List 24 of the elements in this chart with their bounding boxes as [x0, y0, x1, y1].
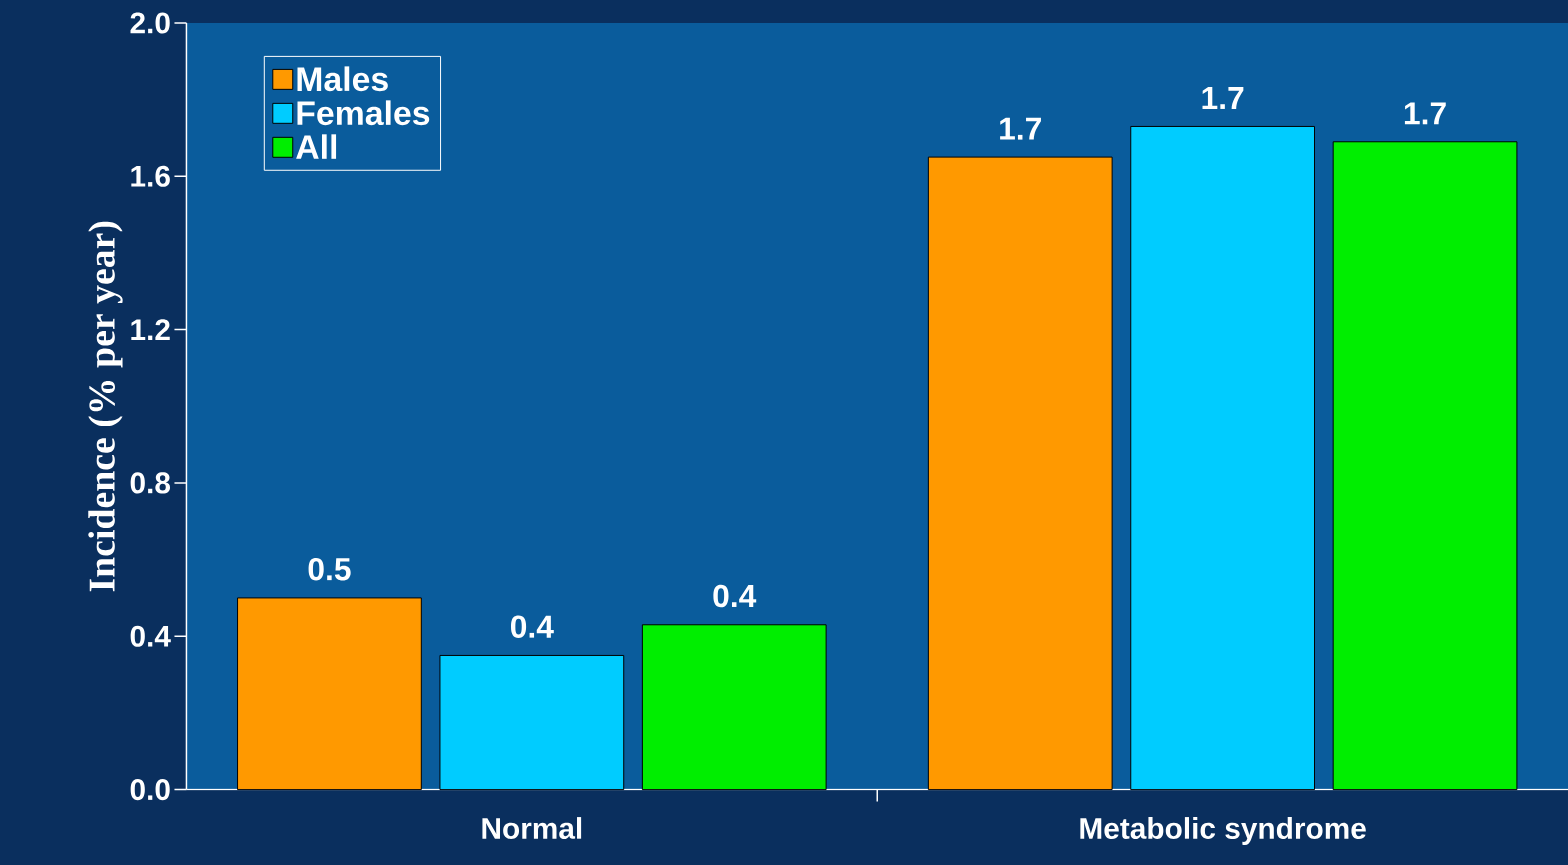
data-label: 0.4 [510, 615, 554, 638]
bar [1332, 141, 1518, 790]
text: 0.8 [130, 472, 171, 494]
bar [927, 156, 1113, 790]
legend-label: All [296, 134, 337, 159]
text: 2.0 [130, 12, 170, 34]
data-label: 1.7 [1202, 86, 1244, 109]
text: 1.6 [131, 165, 170, 187]
bar [237, 597, 422, 790]
x-tick-label: Normal [482, 816, 582, 839]
legend-label: Females [297, 100, 430, 125]
y-axis-title: Incidence (% per year) [88, 221, 123, 592]
text: 0.0 [130, 778, 170, 800]
x-tick-label: Metabolic syndrome [1080, 816, 1366, 845]
text: 1.2 [131, 318, 170, 340]
data-label: 1.7 [1404, 102, 1446, 125]
legend-label: Males [297, 66, 388, 91]
bar [439, 654, 625, 790]
bar [1130, 125, 1316, 790]
data-label: 0.5 [308, 557, 351, 581]
data-label: 1.7 [1000, 117, 1041, 140]
data-label: 0.4 [713, 584, 757, 608]
text: 0.4 [130, 625, 171, 647]
bar [641, 624, 827, 790]
